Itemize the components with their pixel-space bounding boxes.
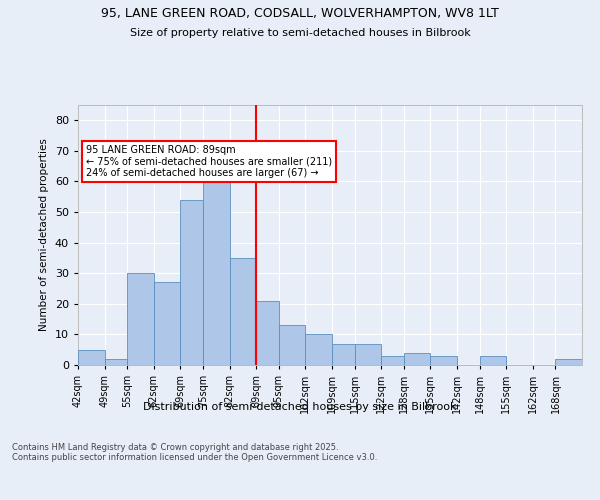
Bar — [381, 356, 404, 365]
Text: Contains HM Land Registry data © Crown copyright and database right 2025.
Contai: Contains HM Land Registry data © Crown c… — [12, 442, 377, 462]
Bar — [279, 325, 305, 365]
Bar — [127, 273, 154, 365]
Bar — [430, 356, 457, 365]
Bar — [181, 200, 203, 365]
Bar — [556, 359, 582, 365]
Text: Size of property relative to semi-detached houses in Bilbrook: Size of property relative to semi-detach… — [130, 28, 470, 38]
Bar — [355, 344, 381, 365]
Text: 95 LANE GREEN ROAD: 89sqm
← 75% of semi-detached houses are smaller (211)
24% of: 95 LANE GREEN ROAD: 89sqm ← 75% of semi-… — [86, 145, 332, 178]
Bar — [203, 176, 230, 365]
Bar — [154, 282, 181, 365]
Bar — [104, 359, 127, 365]
Bar — [256, 301, 279, 365]
Bar — [332, 344, 355, 365]
Y-axis label: Number of semi-detached properties: Number of semi-detached properties — [39, 138, 49, 332]
Text: Distribution of semi-detached houses by size in Bilbrook: Distribution of semi-detached houses by … — [143, 402, 457, 412]
Bar — [404, 353, 430, 365]
Bar — [78, 350, 104, 365]
Bar — [230, 258, 256, 365]
Bar — [479, 356, 506, 365]
Text: 95, LANE GREEN ROAD, CODSALL, WOLVERHAMPTON, WV8 1LT: 95, LANE GREEN ROAD, CODSALL, WOLVERHAMP… — [101, 8, 499, 20]
Bar — [305, 334, 332, 365]
